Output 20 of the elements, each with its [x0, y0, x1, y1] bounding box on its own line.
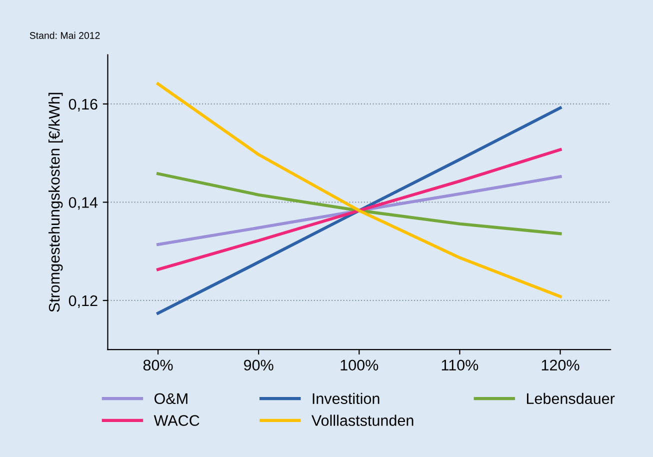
x-tick-label: 90% [244, 360, 274, 371]
y-axis-title: Stromgestehungskosten [€/kWh] [48, 92, 63, 312]
line-series [156, 106, 562, 315]
legend-label: WACC [154, 415, 200, 426]
y-tick-label: 0,14 [68, 197, 98, 210]
line-series [156, 175, 562, 246]
x-tick-label: 100% [340, 360, 378, 371]
y-tick-label: 0,12 [68, 295, 98, 308]
text: Stand: Mai 2012 [30, 32, 100, 39]
line-series [156, 172, 562, 236]
legend-label: Lebensdauer [526, 392, 615, 404]
x-tick-label: 120% [542, 360, 580, 371]
legend-label: Volllaststunden [312, 414, 414, 426]
y-tick-label: 0,16 [68, 98, 98, 112]
line-series [156, 148, 562, 272]
legend-label: O&M [154, 393, 188, 404]
x-tick-label: 80% [143, 360, 173, 371]
x-tick-label: 110% [442, 360, 478, 371]
line-series [156, 82, 562, 298]
legend-label: Investition [312, 392, 380, 404]
